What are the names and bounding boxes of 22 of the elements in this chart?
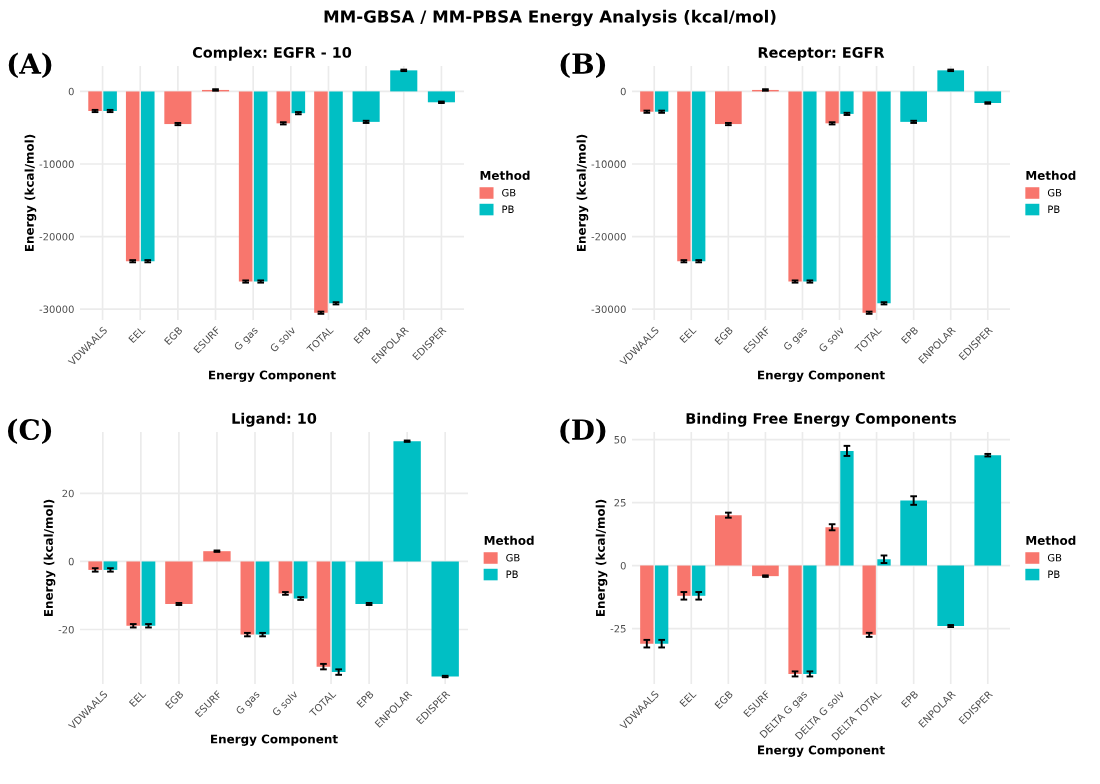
bar [316, 561, 331, 667]
bar [803, 91, 817, 282]
bar [654, 565, 669, 644]
bar [692, 91, 706, 262]
text: (A) [8, 52, 52, 78]
bar [825, 91, 839, 124]
bar [654, 91, 669, 112]
bar [862, 565, 876, 635]
text: (B) [560, 52, 606, 78]
bar [141, 561, 156, 626]
bar [825, 527, 839, 566]
bar [240, 561, 255, 635]
bar [862, 91, 876, 313]
bar [278, 561, 293, 594]
text: (C) [7, 418, 52, 444]
bar [692, 565, 706, 596]
bar [788, 565, 802, 674]
bar [255, 561, 270, 635]
bar [788, 91, 802, 282]
bar [803, 565, 817, 674]
text: (D) [560, 418, 606, 444]
text: MM-GBSA / MM-PBSA Energy Analysis (kcal/mol) [324, 9, 776, 27]
